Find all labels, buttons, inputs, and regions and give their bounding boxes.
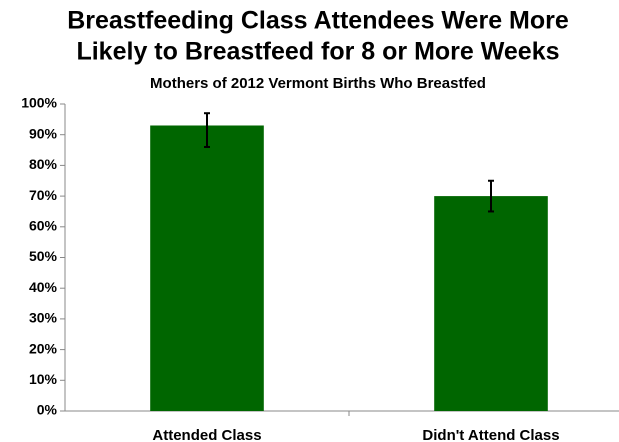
y-tick-label: 0% xyxy=(37,402,58,418)
y-tick-label: 70% xyxy=(29,187,58,203)
y-tick-label: 60% xyxy=(29,218,58,234)
y-tick-label: 90% xyxy=(29,125,58,141)
y-tick-label: 100% xyxy=(21,95,57,111)
y-tick-label: 80% xyxy=(29,156,58,172)
y-tick-label: 30% xyxy=(29,310,58,326)
chart-title: Breastfeeding Class Attendees Were More xyxy=(67,7,569,35)
y-tick-label: 40% xyxy=(29,279,58,295)
chart-title: Likely to Breastfeed for 8 or More Weeks xyxy=(76,38,559,66)
bar xyxy=(150,125,264,412)
chart-subtitle: Mothers of 2012 Vermont Births Who Breas… xyxy=(150,75,486,92)
y-tick-label: 10% xyxy=(29,371,58,387)
y-tick-label: 20% xyxy=(29,340,58,356)
x-tick-label: Attended Class xyxy=(152,427,261,442)
x-tick-label: Didn't Attend Class xyxy=(422,427,559,442)
y-tick-label: 50% xyxy=(29,248,58,264)
bar xyxy=(434,196,548,411)
